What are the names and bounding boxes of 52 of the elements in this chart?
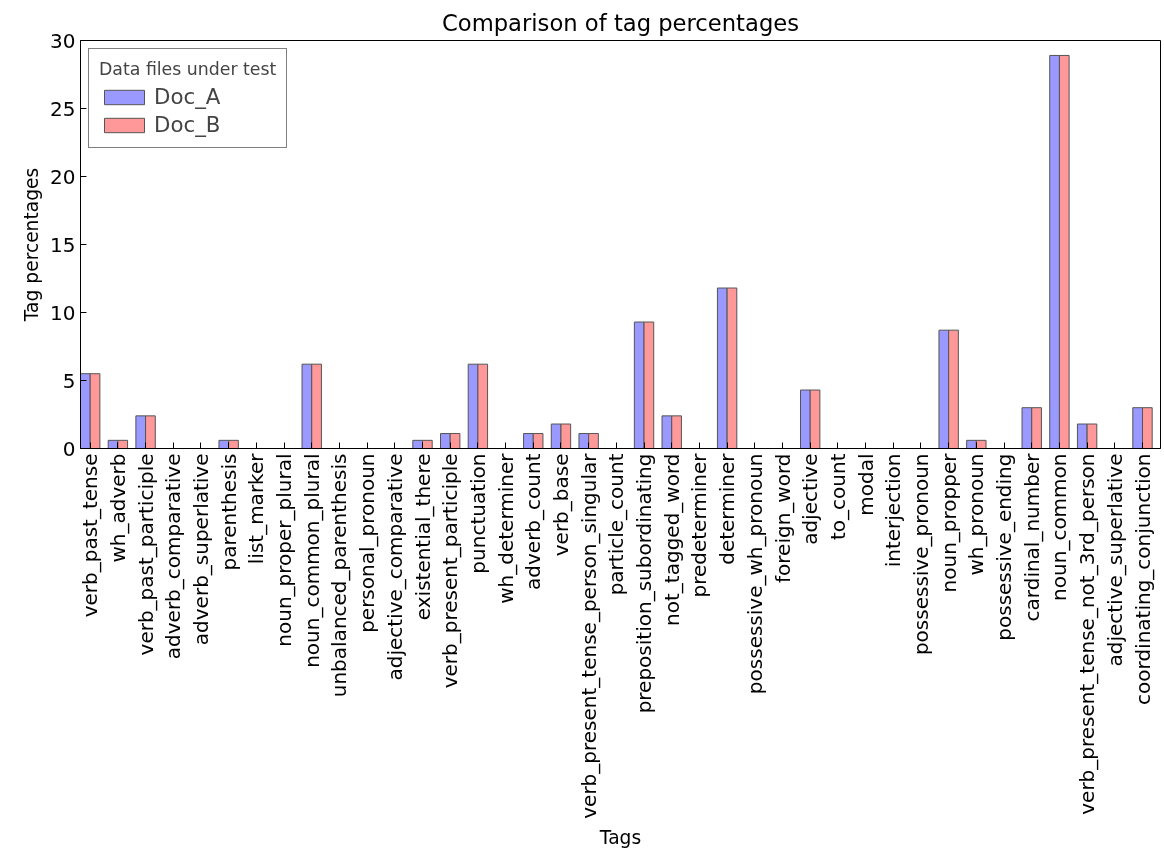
- y-tick-label: 10: [50, 300, 76, 325]
- x-tick-label: determiner: [715, 452, 740, 565]
- y-tick-label: 15: [50, 232, 76, 257]
- x-tick-label: wh_determiner: [493, 452, 518, 604]
- x-tick-label: wh_adverb: [105, 453, 130, 563]
- x-tick-label: modal: [853, 453, 878, 516]
- x-tick-label: list_marker: [244, 452, 269, 565]
- x-tick-label: personal_pronoun: [355, 453, 380, 633]
- y-tick-label: 30: [50, 28, 76, 53]
- x-tick-label: possessive_wh_pronoun: [742, 453, 767, 695]
- x-tick-label: existential_there: [410, 453, 435, 621]
- x-tick-label: verb_present_tense_not_3rd_person: [1075, 453, 1100, 815]
- x-tick-label: interjection: [881, 453, 906, 568]
- x-tick-label: punctuation: [465, 453, 490, 574]
- y-tick-label: 25: [50, 96, 76, 121]
- x-tick-label: noun_common_plural: [299, 453, 324, 668]
- legend-label: Doc_A: [154, 84, 221, 109]
- x-tick-label: parenthesis: [216, 453, 241, 571]
- x-tick-label: adverb_comparative: [161, 453, 186, 660]
- x-tick-label: adjective: [798, 453, 823, 545]
- x-tick-label: noun_proper_plural: [272, 453, 297, 647]
- x-tick-label: particle_count: [604, 453, 629, 596]
- x-tick-label: verb_present_tense_person_singular: [576, 452, 601, 819]
- x-tick-label: predeterminer: [687, 452, 712, 598]
- x-tick-label: possessive_ending: [992, 453, 1017, 641]
- x-tick-label: possessive_pronoun: [908, 453, 933, 656]
- x-tick-label: adjective_superlative: [1102, 453, 1127, 667]
- y-tick-label: 0: [62, 436, 76, 461]
- x-tick-label: cardinal_number: [1019, 452, 1044, 622]
- x-tick-label: preposition_subordinating: [632, 453, 657, 714]
- y-tick-label: 20: [50, 164, 76, 189]
- x-tick-label: unbalanced_parenthesis: [327, 453, 352, 698]
- x-tick-label: adverb_count: [521, 453, 546, 590]
- x-tick-label: verb_past_tense: [78, 453, 103, 618]
- x-tick-label: foreign_word: [770, 453, 795, 583]
- x-tick-label: to_count: [825, 453, 850, 540]
- y-axis-title: Tag percentages: [21, 167, 43, 323]
- x-tick-label: verb_past_participle: [133, 453, 158, 656]
- x-tick-label: coordinating_conjunction: [1130, 453, 1155, 705]
- y-tick-label: 5: [62, 368, 76, 393]
- x-axis-title: Tags: [598, 826, 642, 848]
- x-tick-label: adjective_comparative: [382, 453, 407, 681]
- x-tick-label: noun_common: [1047, 453, 1072, 601]
- chart-title: Comparison of tag percentages: [441, 9, 800, 36]
- legend-label: Doc_B: [154, 112, 221, 137]
- x-tick-label: noun_propper: [936, 452, 961, 593]
- x-tick-label: not_tagged_word: [659, 453, 684, 626]
- x-tick-label: verb_base: [548, 453, 573, 557]
- legend-title: Data files under test: [99, 59, 277, 79]
- x-tick-label: adverb_superlative: [188, 453, 213, 646]
- x-tick-label: wh_pronoun: [964, 453, 989, 576]
- x-tick-label: verb_present_participle: [438, 453, 463, 689]
